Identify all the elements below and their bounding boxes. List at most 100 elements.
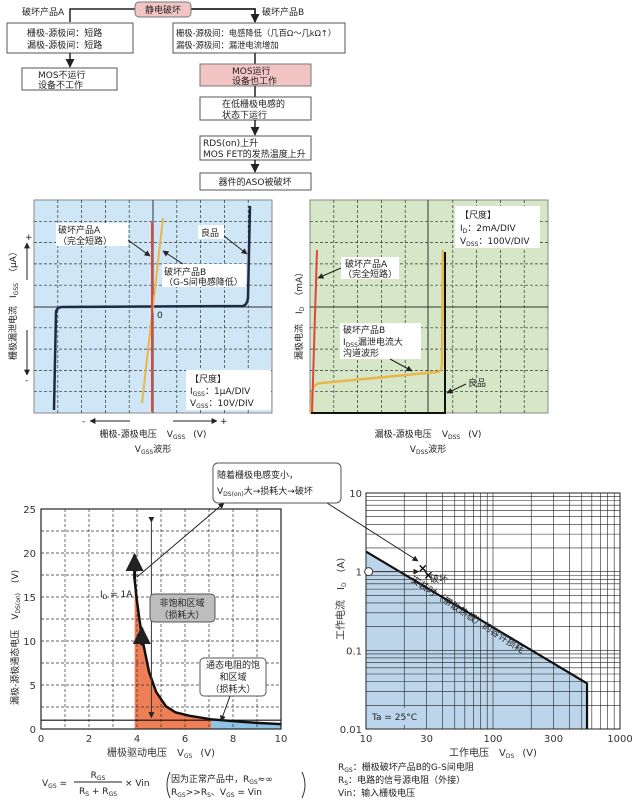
vgss-label-good: 良品	[201, 227, 219, 239]
sat-region-label: 通态电阻的饱	[206, 659, 260, 671]
vgss-origin-label: 0	[157, 311, 163, 321]
legend-notes: RGS：栅极破坏产品B的G-S间电阻 RS：电路的信号源电阻（外接） Vin：输…	[338, 761, 474, 799]
flow-b-box5	[199, 172, 312, 191]
vdss-label-good: 良品	[468, 377, 486, 389]
unsat-region-box	[149, 593, 216, 623]
callout-box	[212, 462, 342, 504]
y-tick-label: 0.1	[346, 646, 362, 657]
soa-x-axis-label: 工作电压 VDS (V)	[449, 746, 537, 760]
vdss-product-a-trace	[311, 249, 318, 414]
branch-b-label: 破坏产品B	[262, 6, 304, 18]
legend-note-rs: RS：电路的信号源电阻（外接）	[338, 774, 465, 787]
vgss-label-b-note: （G-S间电感降低）	[164, 276, 243, 288]
vgss-scope: 破坏产品A （完全短路） 良品 破坏产品B （G-S间电感降低） 0 【尺度】 …	[7, 199, 273, 456]
failure-mark	[419, 564, 427, 572]
y-tick-label: 0	[30, 725, 36, 736]
formula-note1: 因为正常产品中，RGS≈∞	[171, 773, 273, 786]
flow-b-box3-line1: 在低栅极电感的	[222, 98, 285, 110]
failure-mark	[424, 571, 432, 579]
vds-on-chart: 0 2 4 6 8 10 0 5 10 15 20 25 ID = 1A 非饱和区域 （损耗大） 通态…	[9, 505, 306, 799]
soa-boundary-line	[365, 550, 589, 729]
x-tick-label: 10	[275, 734, 288, 745]
soa-safe-area	[366, 551, 588, 729]
legend-note-vin: Vin：输入栅极电压	[338, 787, 415, 799]
vdss-x-axis-label: 漏极-源极电压 VDSS (V)	[375, 428, 482, 441]
failure-label: 破坏	[430, 573, 448, 585]
vds-x-axis-label: 栅极驱动电压 VGS (V)	[107, 746, 215, 760]
formula-numerator: RGS	[91, 771, 106, 782]
vgss-label-a-note: （完全短路）	[58, 235, 112, 247]
vgss-x-axis-label: 栅极-源极电压 VGSS (V)	[100, 428, 207, 441]
ta-label: Ta = 25°C	[371, 713, 417, 723]
flow-root: 静电破坏	[145, 4, 181, 16]
vdss-caption: VDSS波形	[410, 443, 446, 456]
y-tick-label: 5	[30, 681, 36, 692]
y-tick-label: 10	[349, 489, 362, 500]
vdss-label-b-line3: 沟道波形	[343, 347, 379, 359]
vdss-label-a: 破坏产品A	[345, 258, 388, 270]
flow-b-box4	[199, 135, 312, 161]
soa-y-axis-label: 工作电流ID(A)	[334, 558, 348, 640]
flow-root-box	[134, 1, 192, 18]
soa-chart-frame	[365, 492, 621, 730]
formula-times-vin: × Vin	[125, 779, 150, 789]
callout: 随着栅极电感变小， VDS(on)大→损耗大→破坏	[136, 462, 419, 578]
flow-b-box2-line2: 设备也工作	[232, 75, 277, 87]
vgss-scale-title: 【尺度】	[190, 373, 226, 385]
x-tick-label: 2	[86, 734, 92, 745]
vgss-y-plus: +	[25, 233, 33, 243]
x-tick-label: 30	[420, 734, 433, 745]
x-tick-label: 300	[544, 734, 563, 745]
vgss-x-minus: -	[82, 417, 85, 427]
flow-b-box1-line1: 栅极-源极间：电感降低（几百Ω～几kΩ↑）	[176, 28, 336, 38]
operating-point	[364, 567, 374, 577]
vgss-caption: VGSS波形	[135, 443, 171, 456]
callout-line2: VDS(on)大→损耗大→破坏	[217, 485, 313, 498]
flow-a-box2-line1: MOS不运行	[38, 69, 86, 81]
flow-b-box1-line2: 漏极-源极间：漏泄电流增加	[176, 40, 279, 50]
y-tick-label: 25	[23, 505, 36, 516]
vdss-good-trace	[311, 252, 446, 414]
vgs-formula: VGS = RGS RS + RGS × Vin 因为正常产品中，RGS≈∞ R…	[42, 771, 306, 799]
sat-region-note: （损耗大）	[210, 683, 255, 695]
y-tick-label: 1	[356, 568, 362, 579]
flow-b-box4-line2: MOS FET的发热温度上升	[203, 148, 306, 160]
flowchart: 静电破坏 破坏产品A 破坏产品B 栅极-源极间：短路 漏极-源极间：短路 MOS…	[6, 1, 346, 191]
flow-b-box4-line1: RDS(on)上升	[203, 138, 258, 149]
x-tick-label: 0	[38, 734, 44, 745]
unsat-region-label: 非饱和区域	[159, 597, 204, 609]
x-tick-label: 6	[182, 734, 188, 745]
y-tick-label: 0.01	[340, 725, 362, 736]
vdss-label-a-note: （完全短路）	[343, 268, 397, 280]
x-tick-label: 10	[360, 734, 373, 745]
vdss-label-b-line2: IDSS漏泄电流大	[343, 336, 403, 349]
flow-a-box1	[6, 22, 134, 54]
flow-a-box2	[21, 67, 118, 91]
flow-a-box1-line2: 漏极-源极间：短路	[27, 39, 102, 51]
branch-a-label: 破坏产品A	[22, 6, 65, 18]
x-tick-label: 1000	[607, 734, 632, 745]
legend-note-rgs: RGS：栅极破坏产品B的G-S间电阻	[338, 761, 474, 774]
formula-note2: RGS>>RS、VGS = Vin	[171, 788, 262, 799]
vds-y-axis-label: 漏极-源极通态电压VDS(on)(V)	[9, 570, 22, 705]
formula-denominator: RS + RGS	[79, 787, 117, 798]
formula-lhs: VGS =	[42, 779, 67, 790]
vds-chart-frame	[40, 508, 282, 730]
vgss-y-axis-label: 栅极漏泄电流IGSS（μA）	[7, 247, 20, 360]
vgss-label-b: 破坏产品B	[164, 266, 206, 278]
vdss-scale-title: 【尺度】	[460, 209, 496, 221]
vgss-y-minus: -	[25, 376, 28, 386]
x-tick-label: 100	[483, 734, 502, 745]
vgss-scale-v: VGSS：10V/DIV	[190, 399, 255, 410]
flow-b-box2-line1: MOS运行	[232, 65, 271, 77]
unsat-region-note: （损耗大）	[159, 609, 204, 621]
vdss-scale-i: ID：2mA/DIV	[460, 224, 517, 235]
y-tick-label: 15	[23, 593, 36, 604]
sat-region-label2: 和区域	[219, 671, 246, 683]
sat-region-box	[199, 657, 267, 697]
callout-line1: 随着栅极电感变小，	[217, 469, 298, 481]
vdss-label-b: 破坏产品B	[343, 324, 385, 336]
vdss-y-axis-label: 漏极电流ID（mA）	[293, 268, 306, 360]
x-tick-label: 4	[134, 734, 140, 745]
